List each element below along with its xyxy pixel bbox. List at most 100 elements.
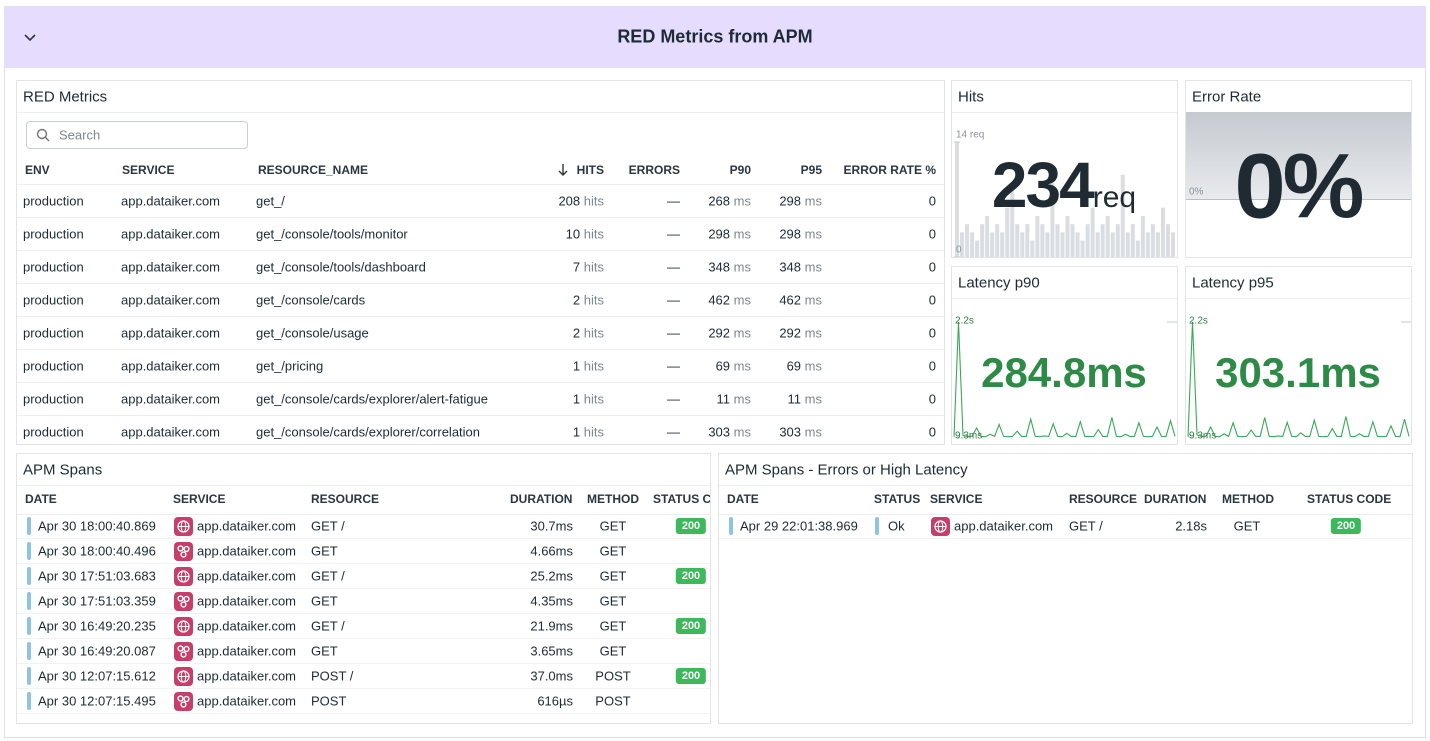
column-header: ENV: [25, 163, 50, 177]
bar: [1170, 232, 1175, 257]
resource-name: get_/console/cards/explorer/correlation: [256, 424, 481, 440]
column-header: DATE: [727, 492, 759, 506]
bar: [990, 232, 995, 257]
span-indicator: [27, 642, 31, 660]
status-code-badge: 200: [675, 668, 707, 684]
env: production: [23, 292, 84, 308]
hits-value: 208: [558, 193, 581, 209]
p90: 11 ms: [717, 392, 751, 407]
icon-glyph: [44, 136, 50, 142]
p95: 292 ms: [779, 326, 822, 341]
div: [17, 514, 710, 515]
y-tick-label: 9.3ms: [955, 430, 983, 442]
method: POST: [595, 668, 631, 684]
span-indicator: [729, 517, 733, 535]
search-box[interactable]: Search: [26, 121, 248, 149]
span-indicator: [27, 567, 31, 585]
status-code-badge: 200: [675, 568, 707, 584]
p95-value: 303: [779, 424, 802, 440]
p90: 298 ms: [708, 227, 751, 242]
service: app.dataiker.com: [197, 568, 297, 584]
resource: GET: [311, 643, 338, 659]
column-header: SERVICE: [930, 492, 983, 506]
status-code-badge: 200: [675, 618, 707, 634]
bar: [1135, 240, 1140, 257]
latency-value: 284.8ms: [981, 349, 1147, 397]
row-divider: [719, 538, 1412, 539]
column-header: METHOD: [587, 492, 639, 506]
row-divider: [17, 382, 944, 383]
errors: —: [667, 325, 680, 341]
p90-value: 303: [708, 424, 731, 440]
p90-value: 268: [708, 193, 731, 209]
p95-value: 462: [779, 292, 802, 308]
unit: ms: [733, 259, 751, 275]
duration: 4.66ms: [530, 543, 573, 559]
column-header: SERVICE: [122, 163, 175, 177]
hits-value: 1: [572, 358, 581, 374]
apm-spans-panel: APM Spans DATE SERVICE RESOURCE DURATION METH…: [16, 453, 711, 724]
service-icon: [174, 691, 193, 711]
error-rate: 0: [928, 193, 936, 209]
resource: GET /: [311, 568, 345, 584]
resource-name: get_/console/cards: [256, 292, 366, 308]
unit: hits: [583, 391, 604, 407]
column-header: SERVICE: [173, 492, 226, 506]
hits: 1 hits: [573, 425, 604, 440]
unit: ms: [804, 259, 822, 275]
panel-title: Latency p90: [958, 274, 1040, 292]
latency-p90-panel: Latency p90 2.2s 9.3ms 284.8ms: [951, 266, 1178, 445]
collapse-chevron[interactable]: [22, 30, 38, 46]
hits: 1 hits: [573, 359, 604, 374]
bar: [1085, 224, 1090, 257]
group-header: RED Metrics from APM: [4, 6, 1426, 68]
sort-arrow: [558, 164, 568, 176]
grid-line: [1186, 199, 1411, 200]
service: app.dataiker.com: [197, 643, 297, 659]
p90-value: 292: [708, 325, 731, 341]
p95: 298 ms: [779, 227, 822, 242]
span-indicator: [27, 692, 31, 710]
hits: 208 hits: [558, 194, 604, 209]
panel-title: RED Metrics: [23, 88, 108, 106]
column-header: DURATION: [510, 492, 573, 506]
bar: [1050, 183, 1055, 257]
service: app.dataiker.com: [121, 325, 221, 341]
unit: ms: [804, 358, 822, 374]
resource-name: get_/console/tools/dashboard: [256, 259, 426, 275]
column-header: RESOURCE_NAME: [258, 163, 369, 177]
div: [17, 112, 944, 113]
latency-sparkline: [1187, 321, 1411, 438]
panel-title: Error Rate: [1192, 88, 1262, 106]
resource: GET: [311, 543, 338, 559]
bar: [1105, 215, 1110, 257]
y-tick-label: 14 req: [956, 129, 985, 141]
bar: [1145, 232, 1150, 257]
unit: ms: [733, 391, 751, 407]
bar: [955, 142, 960, 257]
errors: —: [667, 193, 680, 209]
status-indicator: [875, 517, 879, 535]
bar: [1005, 207, 1010, 257]
bar: [1040, 224, 1045, 257]
icon-glyph: [183, 595, 190, 602]
unit: ms: [733, 193, 751, 209]
icon-glyph: [180, 700, 187, 708]
icon-glyph: [183, 545, 190, 552]
service: app.dataiker.com: [121, 292, 221, 308]
service: app.dataiker.com: [197, 668, 297, 684]
column-header: HITS: [576, 163, 604, 177]
column-header: ERRORS: [628, 163, 680, 177]
search-placeholder: Search: [59, 127, 101, 143]
bar: [1070, 224, 1075, 257]
y-tick-label: 2.2s: [955, 315, 974, 327]
line: [953, 321, 1176, 438]
hits-panel: Hits 0 14 req 234req: [951, 80, 1178, 258]
column-header: P95: [800, 163, 822, 177]
icon-glyph: [180, 550, 187, 558]
bar: [1140, 215, 1145, 257]
icon-glyph: [177, 694, 184, 702]
y-tick-label: 2.2s: [1189, 315, 1208, 327]
resource-name: get_/console/cards/explorer/alert-fatigu…: [256, 391, 488, 407]
value: 234: [991, 149, 1095, 221]
